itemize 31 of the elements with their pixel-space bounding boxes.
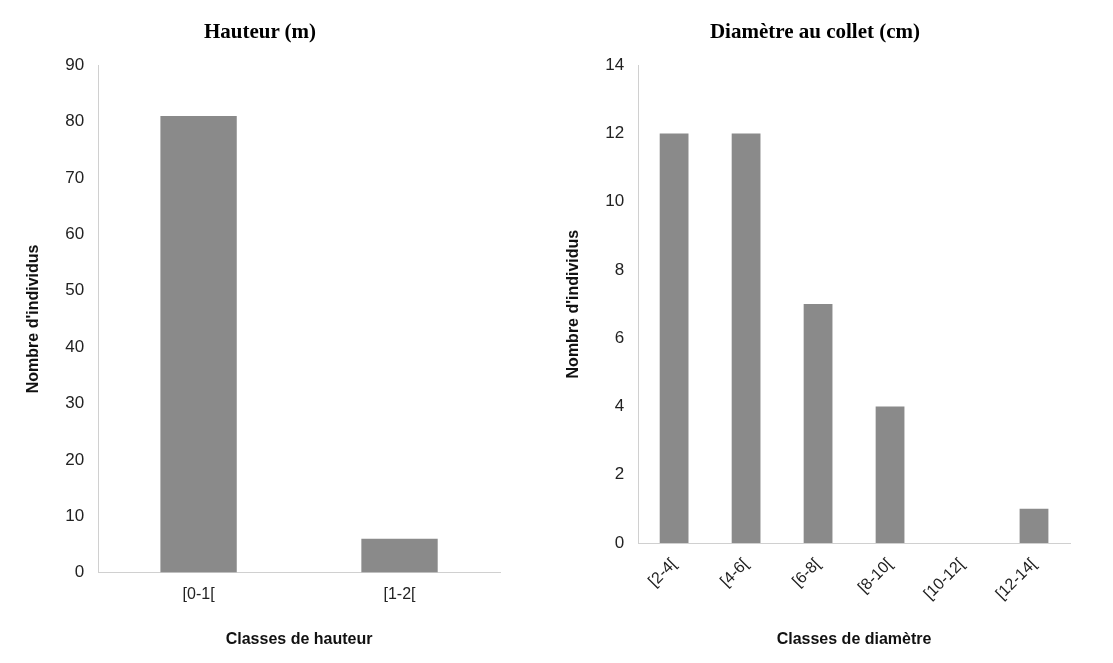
y-tick-label: 20 xyxy=(65,449,85,469)
y-axis-title: Nombre d'individus xyxy=(564,229,582,379)
y-tick-label: 12 xyxy=(605,123,625,143)
y-tick-label: 8 xyxy=(614,259,625,279)
y-tick-label: 30 xyxy=(65,393,85,413)
y-tick-label: 60 xyxy=(65,224,85,244)
chart-title: Hauteur (m) xyxy=(203,19,317,44)
y-tick-label: 80 xyxy=(65,111,85,131)
y-tick-label: 4 xyxy=(614,396,625,416)
x-axis-title: Classes de diamètre xyxy=(776,629,932,647)
x-tick-label: [0-1[ xyxy=(182,584,216,602)
y-tick-label: 2 xyxy=(614,464,625,484)
y-tick-label: 14 xyxy=(605,54,625,74)
bar xyxy=(731,133,761,543)
y-tick-label: 50 xyxy=(65,280,85,300)
bar xyxy=(659,133,689,543)
chart-title: Diamètre au collet (cm) xyxy=(709,19,921,44)
y-tick-label: 6 xyxy=(614,327,625,347)
bar xyxy=(1019,508,1049,543)
y-tick-label: 10 xyxy=(605,191,625,211)
y-tick-label: 0 xyxy=(614,532,625,552)
y-tick-label: 0 xyxy=(74,562,85,582)
bar xyxy=(875,406,905,543)
y-tick-label: 40 xyxy=(65,336,85,356)
x-axis-title: Classes de hauteur xyxy=(225,629,373,647)
x-tick-label: [1-2[ xyxy=(383,584,417,602)
y-tick-label: 10 xyxy=(65,505,85,525)
bar xyxy=(803,304,833,543)
y-tick-label: 90 xyxy=(65,54,85,74)
y-axis-title: Nombre d'individus xyxy=(24,244,42,394)
y-tick-label: 70 xyxy=(65,167,85,187)
